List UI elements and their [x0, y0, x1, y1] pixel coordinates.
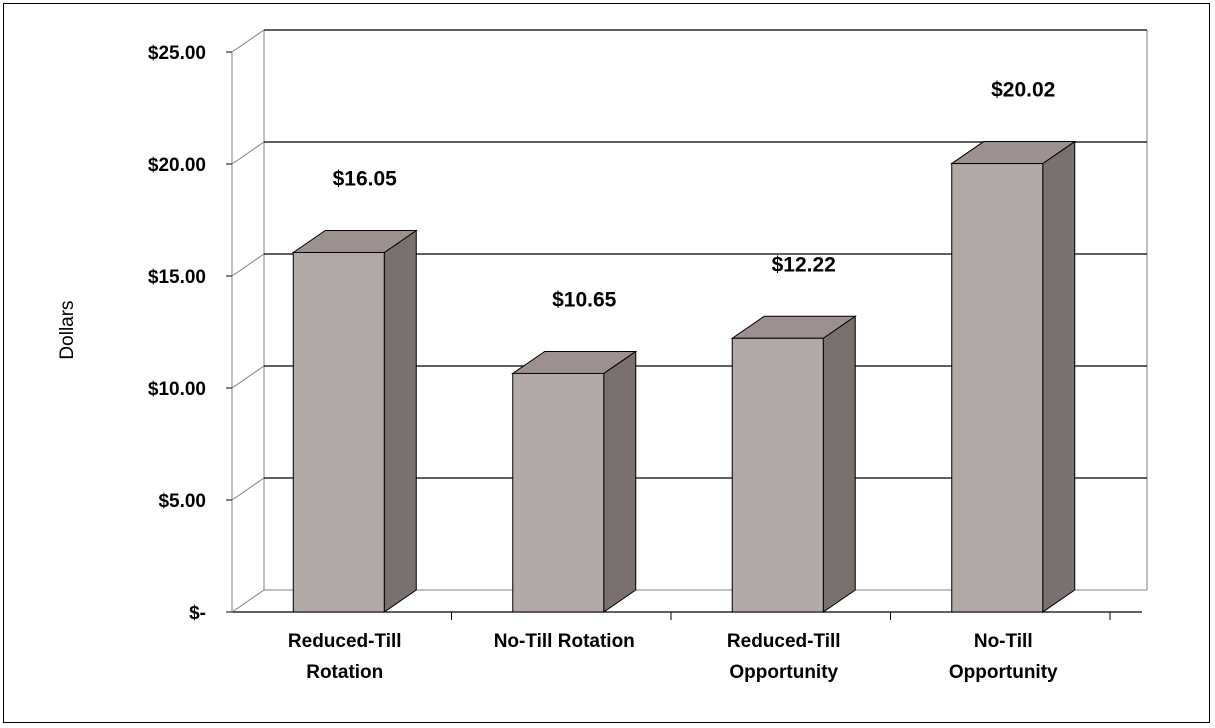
- x-tick-label-line: Opportunity: [729, 662, 838, 683]
- bar-side: [822, 315, 856, 613]
- data-label: $10.65: [552, 288, 617, 311]
- gridline-depth: [231, 253, 265, 277]
- y-tick-label: $15.00: [148, 267, 206, 288]
- x-tick-label-line: Opportunity: [949, 662, 1058, 683]
- x-tick-label-line: No-Till: [974, 631, 1033, 652]
- y-tick-label: $5.00: [158, 491, 206, 512]
- bar: [950, 140, 1077, 613]
- bar: [511, 350, 638, 613]
- y-tick-label: $20.00: [148, 155, 206, 176]
- x-tick-label-line: Rotation: [306, 662, 383, 683]
- bar-front: [951, 163, 1044, 613]
- y-tick-label: $25.00: [148, 43, 206, 64]
- y-axis-title: Dollars: [57, 300, 78, 359]
- y-tick-label: $10.00: [148, 379, 206, 400]
- gridline-depth: [231, 141, 265, 165]
- x-tick-labels: Reduced-Till Rotation No-Till Rotation Redu…: [288, 631, 1058, 683]
- bar-side: [383, 229, 417, 613]
- data-labels: $16.05 $10.65 $12.22 $20.02: [333, 79, 1056, 312]
- y-tick-labels: $- $5.00 $10.00 $15.00 $20.00 $25.00: [148, 43, 206, 624]
- data-label: $20.02: [991, 79, 1055, 102]
- floor-depth-edge: [231, 589, 265, 613]
- data-label: $12.22: [772, 253, 836, 276]
- data-label: $16.05: [333, 167, 398, 190]
- x-tick-label: Reduced-Till Opportunity: [727, 631, 841, 683]
- gridline-depth: [231, 365, 265, 389]
- bar-front: [731, 337, 824, 613]
- bar-front: [292, 251, 385, 613]
- x-tick-label-line: Reduced-Till: [288, 631, 402, 652]
- y-tick-label: $-: [189, 603, 206, 624]
- x-tick-label: Reduced-Till Rotation: [288, 631, 402, 683]
- bar-front: [512, 372, 605, 613]
- bars: [291, 140, 1077, 613]
- bar: [730, 315, 857, 613]
- gridline-depth: [231, 29, 265, 53]
- x-tick-label: No-Till Opportunity: [949, 631, 1058, 683]
- x-tick-label-line: No-Till Rotation: [494, 631, 635, 652]
- bar-side: [603, 350, 637, 613]
- gridline-depth: [231, 477, 265, 501]
- x-tick-label: No-Till Rotation: [494, 631, 635, 652]
- bar: [291, 229, 418, 613]
- x-tick-label-line: Reduced-Till: [727, 631, 841, 652]
- bar-side: [1042, 140, 1076, 613]
